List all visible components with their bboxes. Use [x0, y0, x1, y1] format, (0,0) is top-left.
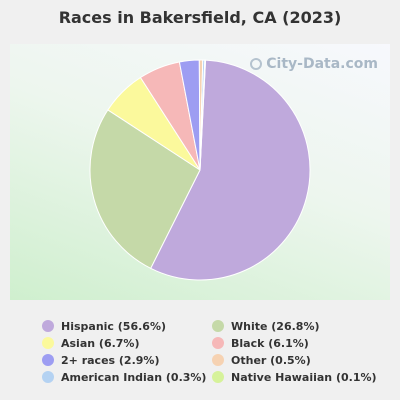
legend-swatch: [42, 371, 54, 383]
legend-item-black: Black (6.1%): [212, 336, 382, 350]
legend-label: Other (0.5%): [231, 354, 311, 367]
legend-item-native-hawaiian: Native Hawaiian (0.1%): [212, 370, 382, 384]
legend-swatch: [212, 337, 224, 349]
legend: Hispanic (56.6%) White (26.8%) Asian (6.7%…: [42, 319, 382, 384]
legend-label: 2+ races (2.9%): [61, 354, 159, 367]
watermark: City-Data.com: [250, 56, 378, 72]
legend-label: Hispanic (56.6%): [61, 320, 166, 333]
chart-title: Races in Bakersfield, CA (2023): [0, 8, 400, 27]
legend-item-american-indian: American Indian (0.3%): [42, 370, 212, 384]
watermark-search-icon: [250, 58, 262, 70]
legend-swatch: [42, 354, 54, 366]
watermark-text: City-Data.com: [266, 56, 378, 72]
legend-item-other: Other (0.5%): [212, 353, 382, 367]
legend-label: Black (6.1%): [231, 337, 309, 350]
legend-item-white: White (26.8%): [212, 319, 382, 333]
legend-label: White (26.8%): [231, 320, 320, 333]
legend-item-hispanic: Hispanic (56.6%): [42, 319, 212, 333]
plot-area: City-Data.com: [10, 44, 390, 300]
legend-swatch: [212, 354, 224, 366]
legend-item-asian: Asian (6.7%): [42, 336, 212, 350]
legend-label: Asian (6.7%): [61, 337, 139, 350]
legend-swatch: [212, 320, 224, 332]
legend-swatch: [42, 320, 54, 332]
legend-label: American Indian (0.3%): [61, 371, 206, 384]
legend-swatch: [42, 337, 54, 349]
pie-chart: [10, 44, 390, 300]
legend-item-2-races: 2+ races (2.9%): [42, 353, 212, 367]
legend-swatch: [212, 371, 224, 383]
legend-label: Native Hawaiian (0.1%): [231, 371, 377, 384]
